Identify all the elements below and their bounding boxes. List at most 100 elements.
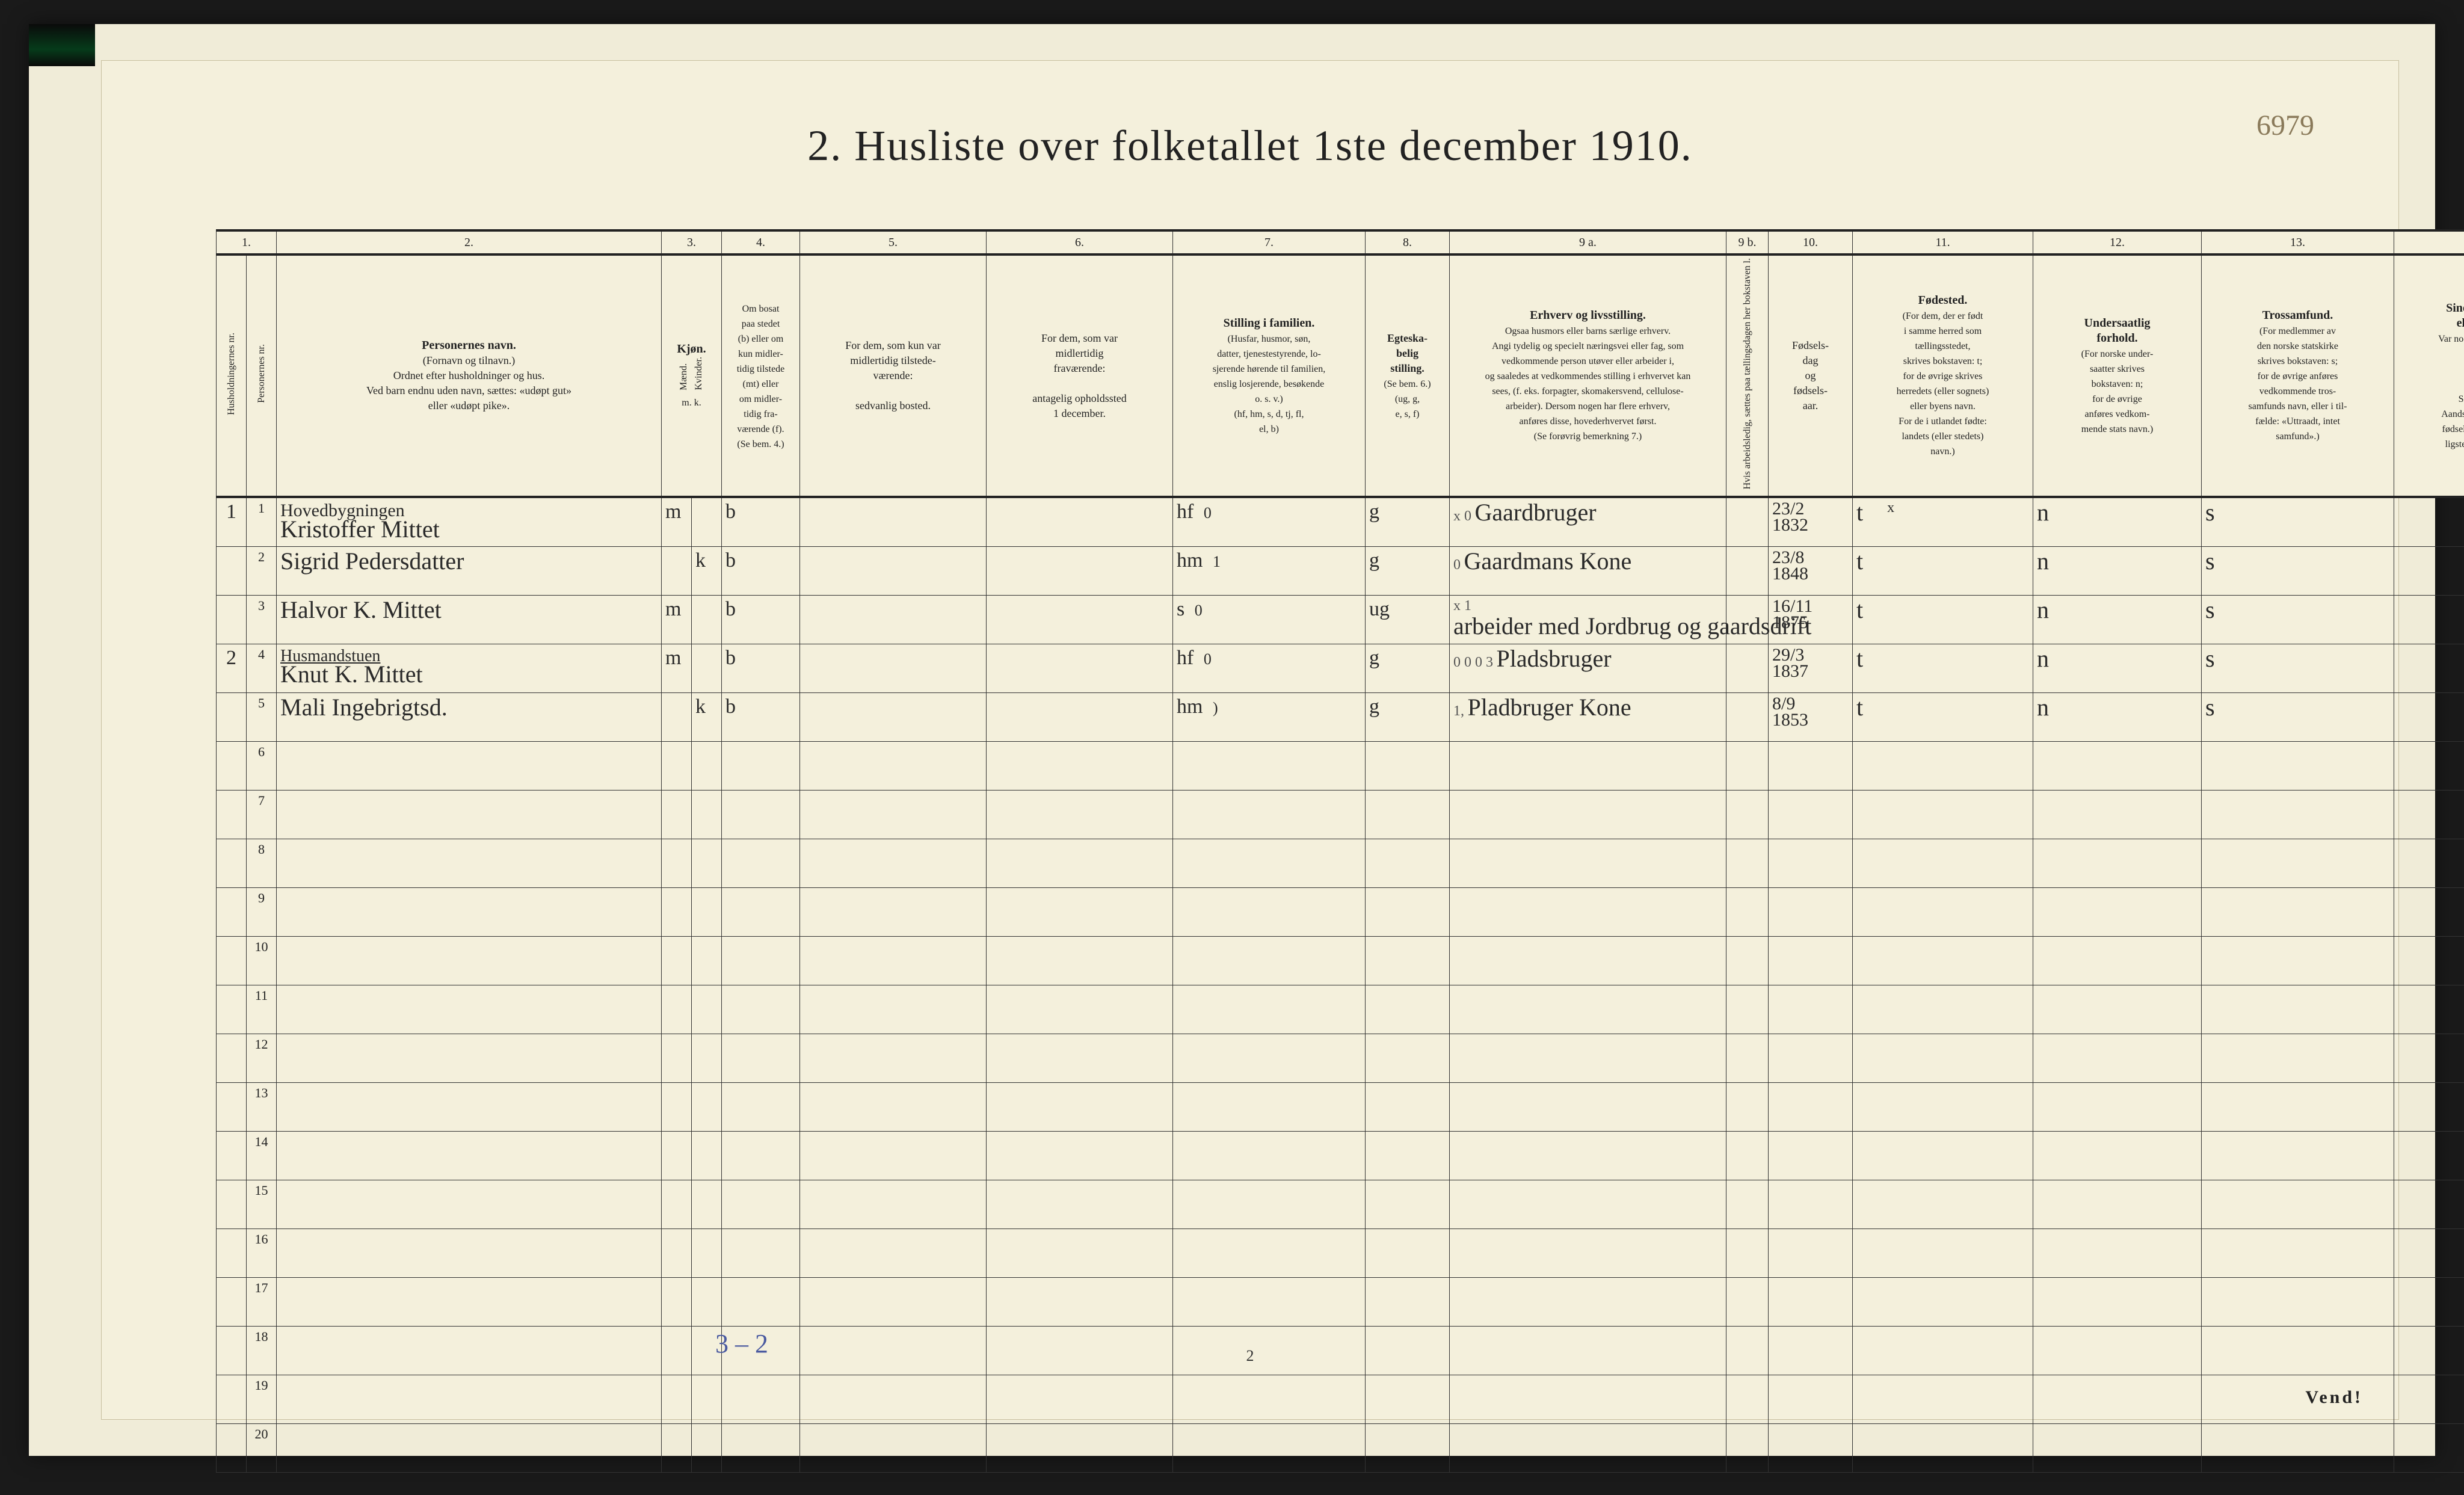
cell-household-no: 2 <box>217 644 247 693</box>
table-row: 12 <box>217 1034 2464 1083</box>
cell-household-no <box>217 1278 247 1327</box>
cell-empty <box>692 791 722 839</box>
cell-sex-m: m <box>662 644 692 693</box>
cell-empty <box>1366 1424 1450 1473</box>
cell-empty <box>987 1229 1173 1278</box>
cell-empty <box>1173 1375 1366 1424</box>
cell-empty <box>800 1424 987 1473</box>
cell-sex-k <box>692 596 722 644</box>
cell-disability <box>2394 547 2464 596</box>
cell-empty <box>1366 839 1450 888</box>
hdr-household-no: Husholdningernes nr. <box>217 254 247 497</box>
cell-unemployed <box>1726 693 1769 742</box>
hdr-birthplace: Fødested. (For dem, der er født i samme … <box>1853 254 2033 497</box>
cell-empty <box>662 1132 692 1180</box>
cell-nationality: n <box>2033 547 2202 596</box>
cell-empty <box>1769 1132 1853 1180</box>
cell-household-no <box>217 839 247 888</box>
cell-empty <box>1853 742 2033 791</box>
cell-empty <box>277 1375 662 1424</box>
cell-empty <box>1726 1278 1769 1327</box>
cell-empty <box>1366 1083 1450 1132</box>
hdr-marital: Egteska- belig stilling. (Se bem. 6.) (u… <box>1366 254 1450 497</box>
cell-empty <box>662 839 692 888</box>
cell-empty <box>1853 888 2033 937</box>
cell-empty <box>662 1180 692 1229</box>
cell-empty <box>1769 1375 1853 1424</box>
cell-empty <box>987 742 1173 791</box>
cell-empty <box>1450 839 1726 888</box>
cell-empty <box>722 1180 800 1229</box>
cell-person-no: 7 <box>247 791 277 839</box>
hdr-fam-sub: (Husfar, husmor, søn, datter, tjenestest… <box>1213 334 1325 434</box>
cell-birthdate: 23/81848 <box>1769 547 1853 596</box>
cell-empty <box>1853 1375 2033 1424</box>
cell-empty <box>1173 937 1366 985</box>
cell-empty <box>800 985 987 1034</box>
cell-empty <box>1726 1034 1769 1083</box>
cell-empty <box>692 985 722 1034</box>
cell-empty <box>722 1132 800 1180</box>
cell-empty <box>2394 985 2464 1034</box>
cell-empty <box>1450 1278 1726 1327</box>
hdr-religion: Trossamfund. (For medlemmer av den norsk… <box>2202 254 2394 497</box>
cell-empty <box>722 791 800 839</box>
cell-empty <box>1173 1132 1366 1180</box>
cell-occupation: 0 0 0 3 Pladsbruger <box>1450 644 1726 693</box>
cell-empty <box>277 1034 662 1083</box>
table-row: 20 <box>217 1424 2464 1473</box>
cell-empty <box>722 839 800 888</box>
cell-empty <box>722 1424 800 1473</box>
cell-empty <box>1366 742 1450 791</box>
cell-empty <box>1769 1034 1853 1083</box>
cell-person-no: 5 <box>247 693 277 742</box>
cell-empty <box>2202 1034 2394 1083</box>
cell-disability <box>2394 497 2464 547</box>
cell-empty <box>987 1083 1173 1132</box>
cell-birthplace: t <box>1853 644 2033 693</box>
cell-empty <box>1769 1424 1853 1473</box>
cell-empty <box>987 1327 1173 1375</box>
cell-empty <box>662 888 692 937</box>
cell-marital: g <box>1366 693 1450 742</box>
hdr-sex: Kjøn. Mænd. Kvinder. m. k. <box>662 254 722 497</box>
hdr-sex-mk: m. k. <box>682 398 701 408</box>
table-row: 8 <box>217 839 2464 888</box>
cell-disability <box>2394 644 2464 693</box>
column-number-row: 1. 2. 3. 4. 5. 6. 7. 8. 9 a. 9 b. 10. 11… <box>217 230 2464 254</box>
cell-person-no: 11 <box>247 985 277 1034</box>
hdr-nationality: Undersaatlig forhold. (For norske under-… <box>2033 254 2202 497</box>
table-row: 15 <box>217 1180 2464 1229</box>
hdr-dis-sub: Var nogen av de anførte personer: Døv? (… <box>2438 334 2464 449</box>
cell-household-no <box>217 1327 247 1375</box>
cell-empty <box>1853 1424 2033 1473</box>
cell-occupation: 0 Gaardmans Kone <box>1450 547 1726 596</box>
cell-empty <box>987 1424 1173 1473</box>
hdr-occ-sub: Ogsaa husmors eller barns særlige erhver… <box>1485 326 1691 442</box>
cell-sex-k: k <box>692 547 722 596</box>
cell-empty <box>2202 937 2394 985</box>
cell-empty <box>277 839 662 888</box>
cell-empty <box>1450 1034 1726 1083</box>
cell-person-no: 10 <box>247 937 277 985</box>
hdr-mar-title: Egteska- belig stilling. <box>1387 332 1428 374</box>
cell-empty <box>2033 1132 2202 1180</box>
cell-empty <box>1366 1034 1450 1083</box>
cell-empty <box>800 1180 987 1229</box>
table-row: 13 <box>217 1083 2464 1132</box>
cell-family-position: hm ) <box>1173 693 1366 742</box>
cell-empty <box>2394 1132 2464 1180</box>
hdr-occ-title: Erhverv og livsstilling. <box>1530 309 1646 322</box>
cell-empty <box>1769 1278 1853 1327</box>
cell-empty <box>1726 1424 1769 1473</box>
cell-person-no: 9 <box>247 888 277 937</box>
cell-empty <box>662 1327 692 1375</box>
sheet-number-pencil: 6979 <box>2256 109 2314 142</box>
cell-empty <box>662 1424 692 1473</box>
colnum-7: 7. <box>1173 230 1366 254</box>
cell-empty <box>662 742 692 791</box>
table-row: 17 <box>217 1278 2464 1327</box>
colnum-2: 2. <box>277 230 662 254</box>
hdr-name: Personernes navn. (Fornavn og tilnavn.) … <box>277 254 662 497</box>
cell-marital: ug <box>1366 596 1450 644</box>
